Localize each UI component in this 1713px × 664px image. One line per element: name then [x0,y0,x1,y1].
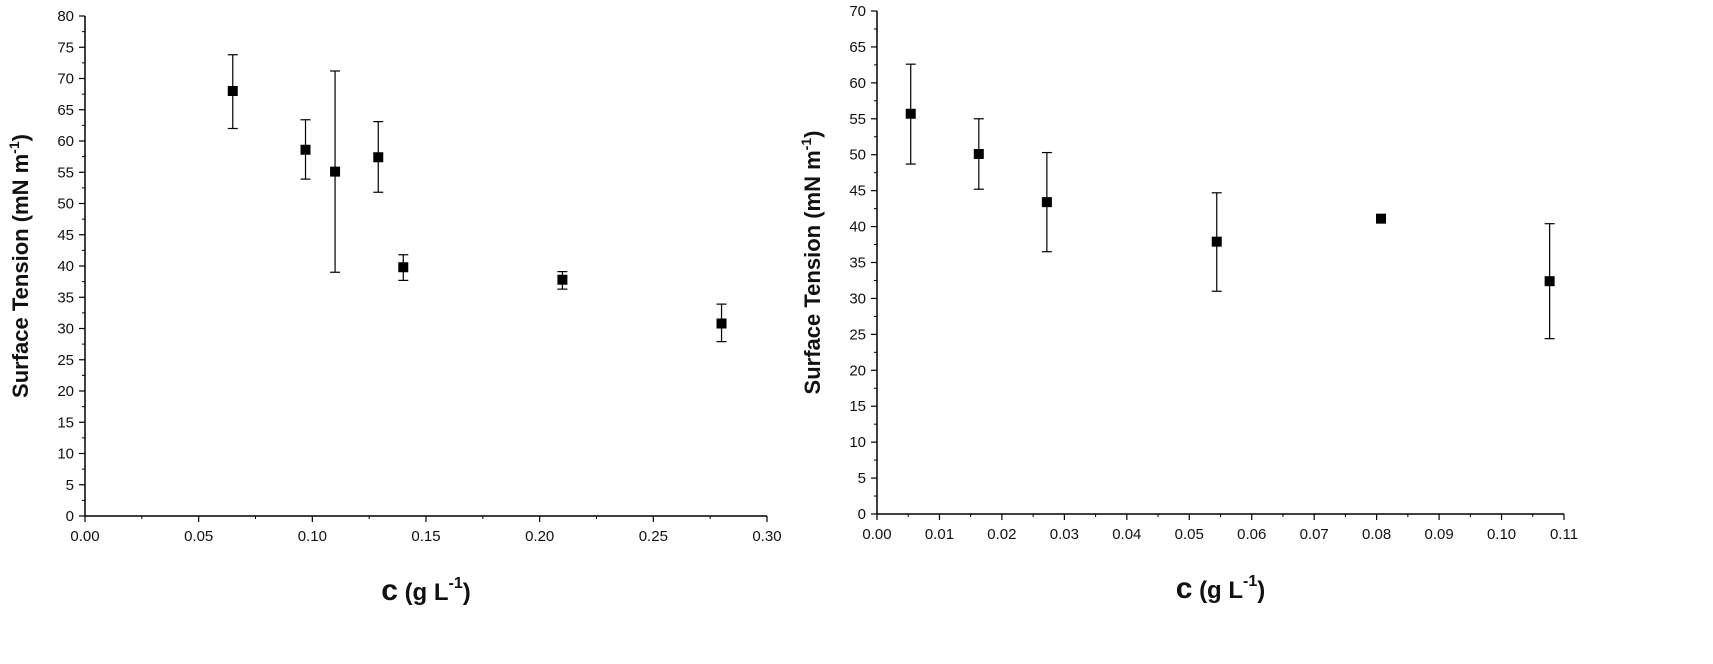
y-tick-label: 20 [57,383,74,400]
y-tick-label: 60 [849,75,866,92]
data-point-marker [1211,236,1222,247]
data-point-group [716,303,727,343]
data-point-marker [1041,197,1052,208]
x-tick-label: 0.00 [862,526,891,543]
y-tick-label: 30 [849,290,866,307]
data-point-group [373,121,384,193]
x-tick-label: 0.10 [298,528,327,545]
y-tick-label: 40 [849,219,866,236]
x-tick-label: 0.15 [411,528,440,545]
y-tick-label: 65 [849,39,866,56]
y-axis-title: Surface Tension (mN m-1) [798,131,825,395]
x-tick-label: 0.03 [1050,526,1079,543]
chart-left: 0 5 10 15 20 25 30 35 40 45 50 55 60 65 70 75 80 0.00 0.05… [6,8,782,607]
data-point-marker [905,108,916,119]
x-tick-label: 0.06 [1237,526,1266,543]
data-point-group [1211,192,1222,292]
y-tick-label: 65 [57,102,74,119]
data-point-marker [398,262,409,273]
data-point-marker [1544,276,1555,287]
y-axis-title: Surface Tension (mN m-1) [6,134,33,398]
y-tick-label: 0 [858,506,866,523]
data-point-group [1544,223,1555,340]
x-tick-label: 0.10 [1487,526,1516,543]
y-tick-label: 60 [57,133,74,150]
y-tick-label: 75 [57,39,74,56]
x-tick-label: 0.11 [1550,526,1578,543]
y-tick-label: 0 [66,508,74,525]
data-point-marker [557,274,568,285]
data-point-marker [716,318,727,329]
y-tick-label: 55 [849,111,866,128]
data-point-marker [1376,213,1387,224]
x-tick-label: 0.07 [1300,526,1329,543]
data-point-group [330,70,341,273]
data-point-group [227,54,238,130]
y-tick-label: 45 [849,183,866,200]
x-axis-title: c (g L-1) [381,574,471,607]
y-tick-label: 5 [66,477,74,494]
y-tick-label: 30 [57,321,74,338]
chart-right: 0 5 10 15 20 25 30 35 40 45 50 55 60 65 70 0.00 0.01 0.02… [798,3,1578,605]
y-tick-label: 50 [849,147,866,164]
x-tick-label: 0.02 [987,526,1016,543]
data-point-marker [973,148,984,159]
data-point-group [905,63,916,165]
x-tick-label: 0.00 [70,528,99,545]
x-tick-label: 0.01 [925,526,954,543]
data-point-group [398,254,409,281]
y-tick-label: 45 [57,227,74,244]
data-point-marker [300,144,311,155]
x-tick-label: 0.04 [1112,526,1141,543]
x-tick-label: 0.20 [525,528,554,545]
y-tick-label: 40 [57,258,74,275]
x-axis-title: c (g L-1) [1176,572,1266,605]
y-tick-label: 10 [57,446,74,463]
data-point-marker [330,166,341,177]
y-tick-label: 80 [57,8,74,25]
x-tick-label: 0.05 [184,528,213,545]
data-point-group [973,118,984,190]
y-tick-label: 5 [858,470,866,487]
y-tick-label: 70 [57,71,74,88]
x-tick-label: 0.05 [1175,526,1204,543]
y-tick-label: 55 [57,164,74,181]
y-tick-label: 70 [849,3,866,20]
y-tick-label: 50 [57,196,74,213]
x-tick-label: 0.30 [752,528,781,545]
data-point-marker [227,86,238,96]
y-tick-label: 25 [849,326,866,343]
y-tick-label: 10 [849,434,866,451]
y-tick-label: 35 [849,255,866,272]
y-tick-label: 25 [57,352,74,369]
y-tick-label: 15 [849,398,866,415]
x-tick-label: 0.08 [1362,526,1391,543]
x-tick-label: 0.09 [1424,526,1453,543]
data-point-group [557,271,568,290]
data-point-group [1376,213,1387,224]
data-point-group [300,119,311,180]
y-tick-label: 15 [57,414,74,431]
y-tick-label: 20 [849,362,866,379]
data-point-marker [373,152,384,163]
x-tick-label: 0.25 [639,528,668,545]
y-tick-label: 35 [57,289,74,306]
data-point-group [1041,151,1052,253]
